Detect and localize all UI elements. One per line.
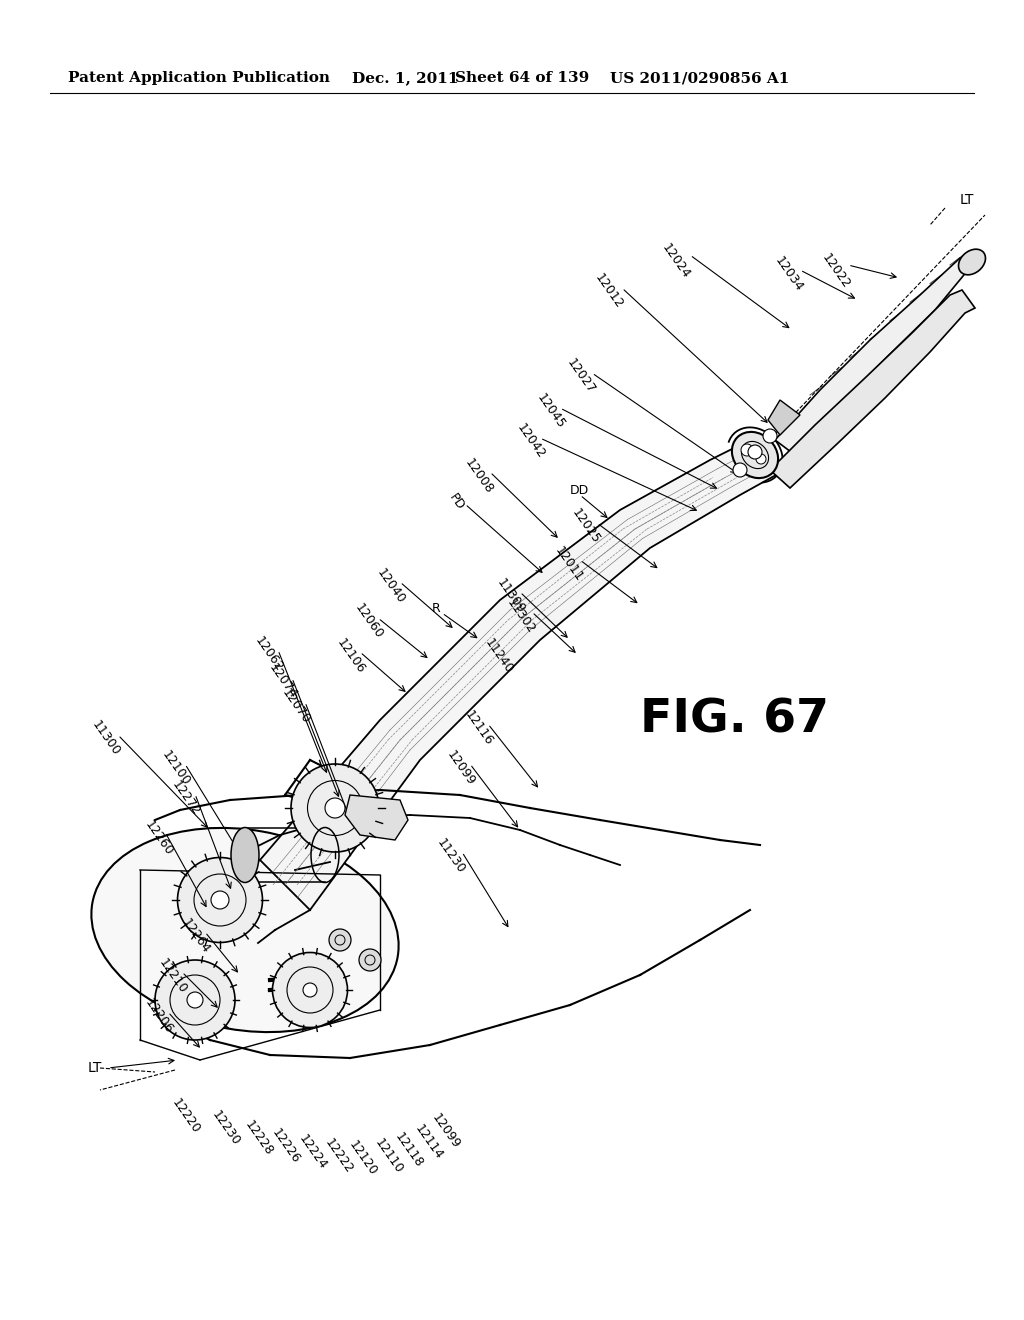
- Text: 12011: 12011: [553, 544, 586, 583]
- Text: 12025: 12025: [569, 507, 603, 546]
- Text: US 2011/0290856 A1: US 2011/0290856 A1: [610, 71, 790, 84]
- Ellipse shape: [756, 454, 766, 465]
- Text: 12024: 12024: [659, 242, 693, 281]
- Text: FIG. 67: FIG. 67: [640, 697, 829, 742]
- Ellipse shape: [177, 858, 262, 942]
- Ellipse shape: [741, 444, 753, 455]
- Text: 12210: 12210: [157, 956, 190, 997]
- Text: 12120: 12120: [347, 1138, 380, 1177]
- Text: 11309: 11309: [495, 577, 528, 616]
- Ellipse shape: [748, 445, 762, 459]
- Text: LT: LT: [961, 193, 975, 207]
- Polygon shape: [260, 436, 785, 909]
- Text: 12230: 12230: [210, 1109, 243, 1148]
- Text: Patent Application Publication: Patent Application Publication: [68, 71, 330, 84]
- Text: 12226: 12226: [269, 1126, 303, 1166]
- Text: 12222: 12222: [323, 1137, 356, 1176]
- Text: 12114: 12114: [413, 1122, 445, 1162]
- Ellipse shape: [732, 432, 778, 478]
- Ellipse shape: [272, 953, 347, 1027]
- Ellipse shape: [958, 249, 985, 275]
- Text: 12070: 12070: [280, 686, 313, 726]
- Ellipse shape: [211, 891, 229, 909]
- Ellipse shape: [155, 960, 234, 1040]
- Text: 12042: 12042: [515, 421, 548, 461]
- Polygon shape: [770, 290, 975, 488]
- Text: 12118: 12118: [392, 1130, 426, 1170]
- Text: 12062: 12062: [253, 635, 286, 675]
- Text: R: R: [432, 602, 440, 615]
- Text: 12045: 12045: [535, 391, 568, 432]
- Text: 12220: 12220: [170, 1097, 203, 1137]
- Text: DD: DD: [570, 483, 589, 496]
- Text: 11240: 11240: [482, 636, 516, 676]
- Text: 12206: 12206: [142, 997, 176, 1036]
- Ellipse shape: [359, 949, 381, 972]
- Polygon shape: [345, 795, 408, 840]
- Text: 12228: 12228: [243, 1118, 276, 1158]
- Ellipse shape: [291, 764, 379, 851]
- Text: 12099: 12099: [430, 1111, 463, 1151]
- Text: LT: LT: [88, 1061, 102, 1074]
- Text: 12040: 12040: [375, 566, 408, 606]
- Text: 12116: 12116: [463, 709, 496, 748]
- Text: 12272: 12272: [170, 779, 203, 818]
- Text: 12027: 12027: [564, 356, 598, 396]
- Text: Sheet 64 of 139: Sheet 64 of 139: [455, 71, 589, 84]
- Text: 12224: 12224: [297, 1133, 330, 1172]
- Text: 12012: 12012: [593, 272, 626, 312]
- Ellipse shape: [187, 993, 203, 1008]
- Text: 12106: 12106: [335, 636, 368, 676]
- Text: 12060: 12060: [352, 602, 386, 642]
- Polygon shape: [775, 255, 978, 455]
- Text: 12034: 12034: [773, 255, 806, 294]
- Ellipse shape: [303, 983, 317, 997]
- Text: 12074: 12074: [266, 661, 300, 701]
- Text: 12100: 12100: [160, 748, 194, 788]
- Text: 12110: 12110: [373, 1137, 406, 1176]
- Ellipse shape: [231, 828, 259, 883]
- Text: 12099: 12099: [444, 748, 478, 788]
- Ellipse shape: [733, 463, 746, 477]
- Text: 11302: 11302: [505, 597, 538, 636]
- Text: 11230: 11230: [434, 837, 468, 876]
- Polygon shape: [768, 400, 800, 436]
- Text: Dec. 1, 2011: Dec. 1, 2011: [352, 71, 459, 84]
- Text: 11300: 11300: [90, 718, 123, 758]
- Text: 12260: 12260: [142, 818, 176, 858]
- Ellipse shape: [91, 828, 398, 1032]
- Ellipse shape: [763, 429, 777, 444]
- Text: 12264: 12264: [179, 916, 213, 956]
- Ellipse shape: [329, 929, 351, 950]
- Ellipse shape: [325, 799, 345, 818]
- Text: PD: PD: [446, 491, 467, 512]
- Text: 12008: 12008: [463, 457, 496, 496]
- Text: 12022: 12022: [819, 251, 853, 292]
